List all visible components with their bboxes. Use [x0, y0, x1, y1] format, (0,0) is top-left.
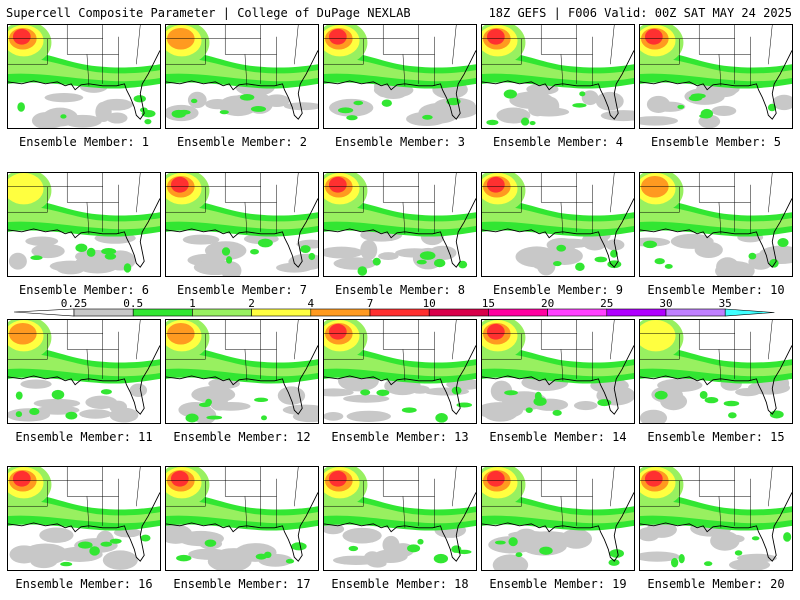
ensemble-member-map: [481, 466, 635, 571]
ensemble-member-label: Ensemble Member: 9: [492, 283, 624, 297]
ensemble-member-label: Ensemble Member: 7: [176, 283, 308, 297]
ensemble-member-label: Ensemble Member: 15: [647, 430, 785, 444]
ensemble-member-label: Ensemble Member: 12: [173, 430, 311, 444]
ensemble-member-map: [7, 319, 161, 424]
ensemble-member-map: [7, 466, 161, 571]
colorbar-segment: [251, 308, 312, 317]
ensemble-member-label: Ensemble Member: 18: [331, 577, 469, 591]
ensemble-member-label: Ensemble Member: 13: [331, 430, 469, 444]
ensemble-member-map: [323, 319, 477, 424]
colorbar-tick-label: 0.25: [60, 297, 88, 310]
ensemble-member-label: Ensemble Member: 17: [173, 577, 311, 591]
colorbar-overflow-arrow: [724, 308, 775, 317]
ensemble-member-map: [639, 466, 793, 571]
ensemble-member-label: Ensemble Member: 8: [334, 283, 466, 297]
ensemble-member-label: Ensemble Member: 2: [176, 135, 308, 149]
ensemble-member-map: [639, 319, 793, 424]
colorbar-tick-label: 1: [189, 297, 196, 310]
ensemble-member-map: [481, 24, 635, 129]
colorbar-tick-label: 35: [718, 297, 732, 310]
color-scale-bar: [13, 308, 775, 317]
colorbar-tick-label: 20: [540, 297, 555, 310]
chart-title: Supercell Composite Parameter | College …: [6, 6, 411, 20]
colorbar-tick-label: 7: [366, 297, 374, 310]
ensemble-member-label: Ensemble Member: 16: [15, 577, 153, 591]
ensemble-member-map: [165, 172, 319, 277]
ensemble-member-label: Ensemble Member: 14: [489, 430, 627, 444]
ensemble-member-map: [165, 24, 319, 129]
ensemble-member-label: Ensemble Member: 19: [489, 577, 627, 591]
colorbar-segment: [606, 308, 667, 317]
colorbar-underflow-arrow: [13, 308, 75, 317]
ensemble-member-label: Ensemble Member: 20: [647, 577, 785, 591]
colorbar-segment: [192, 308, 252, 317]
colorbar-segment: [488, 308, 548, 317]
ensemble-member-map: [639, 172, 793, 277]
ensemble-member-map: [7, 172, 161, 277]
colorbar-segment: [428, 308, 489, 317]
ensemble-member-label: Ensemble Member: 1: [18, 135, 150, 149]
ensemble-member-map: [481, 319, 635, 424]
colorbar-segment: [665, 308, 726, 317]
ensemble-member-map: [165, 319, 319, 424]
colorbar-tick-label: 0.5: [123, 297, 144, 310]
ensemble-member-label: Ensemble Member: 6: [18, 283, 150, 297]
colorbar-segment: [132, 308, 193, 317]
colorbar-tick-label: 25: [600, 297, 614, 310]
ensemble-member-map: [323, 172, 477, 277]
colorbar-tick-label: 30: [659, 297, 673, 310]
ensemble-member-label: Ensemble Member: 5: [650, 135, 782, 149]
ensemble-member-map: [323, 466, 477, 571]
ensemble-member-map: [323, 24, 477, 129]
ensemble-member-map: [481, 172, 635, 277]
ensemble-member-label: Ensemble Member: 11: [15, 430, 153, 444]
colorbar-segment: [369, 308, 430, 317]
ensemble-member-label: Ensemble Member: 10: [647, 283, 785, 297]
colorbar-segment: [73, 308, 134, 317]
ensemble-member-label: Ensemble Member: 3: [334, 135, 466, 149]
colorbar-segment: [310, 308, 371, 317]
colorbar-tick-label: 10: [422, 297, 436, 310]
ensemble-member-map: [639, 24, 793, 129]
ensemble-member-label: Ensemble Member: 4: [492, 135, 624, 149]
colorbar-tick-label: 2: [248, 297, 255, 310]
ensemble-member-map: [7, 24, 161, 129]
colorbar-tick-label: 4: [307, 297, 315, 310]
colorbar-tick-label: 15: [481, 297, 496, 310]
colorbar-segment: [547, 308, 608, 317]
run-valid-time: 18Z GEFS | F006 Valid: 00Z SAT MAY 24 20…: [488, 6, 792, 20]
ensemble-member-map: [165, 466, 319, 571]
